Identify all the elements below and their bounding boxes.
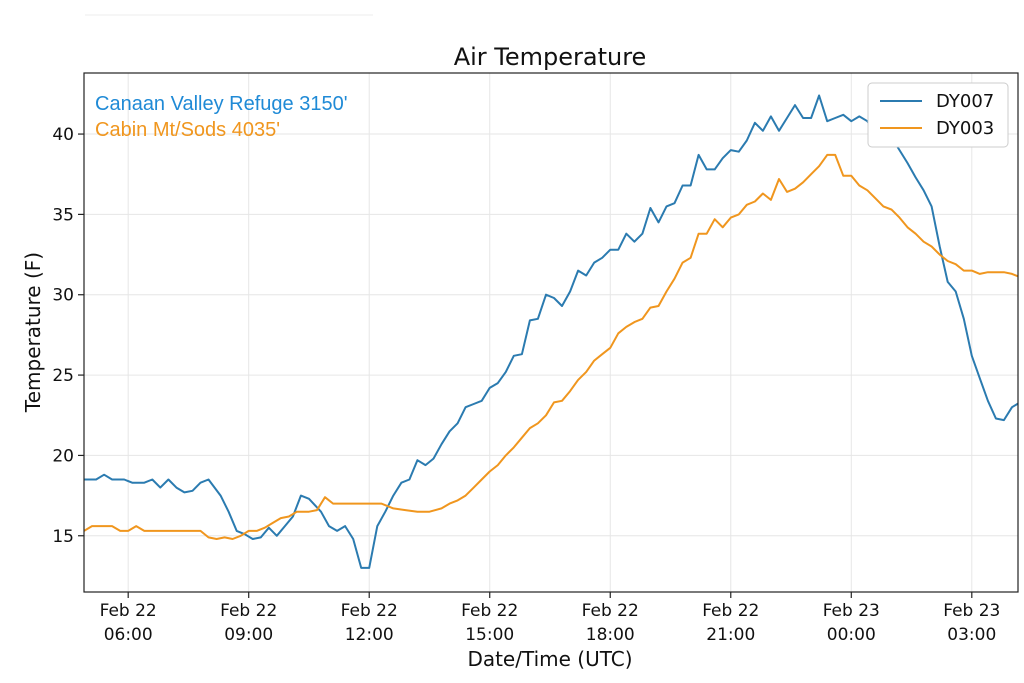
legend-label-dy007: DY007 <box>936 91 994 112</box>
x-tick-date-label: Feb 23 <box>943 601 1000 621</box>
y-tick-label: 35 <box>52 205 74 225</box>
series-layer <box>84 94 1018 569</box>
x-axis-title: Date/Time (UTC) <box>467 647 632 671</box>
series-line-dy007 <box>84 94 1018 569</box>
annotation-canaan-valley: Canaan Valley Refuge 3150' <box>95 93 348 115</box>
plot-frame <box>83 72 1019 593</box>
x-tick-date-label: Feb 22 <box>341 601 398 621</box>
x-tick-time-label: 03:00 <box>947 625 996 645</box>
legend: DY007 DY003 <box>867 82 1009 148</box>
y-tick-label: 30 <box>52 286 74 306</box>
annotation-cabin-mt-sods: Cabin Mt/Sods 4035' <box>95 119 280 141</box>
x-tick-date-label: Feb 22 <box>220 601 277 621</box>
chart-title: Air Temperature <box>454 43 647 71</box>
x-tick-time-label: 15:00 <box>465 625 514 645</box>
x-tick-date-label: Feb 22 <box>100 601 157 621</box>
series-line-dy003 <box>84 153 1018 540</box>
x-tick-time-label: 00:00 <box>827 625 876 645</box>
grid-lines <box>84 73 1018 592</box>
x-tick-date-label: Feb 23 <box>823 601 880 621</box>
y-axis-title: Temperature (F) <box>21 252 45 413</box>
x-tick-time-label: 12:00 <box>345 625 394 645</box>
y-tick-label: 15 <box>52 527 74 547</box>
x-tick-time-label: 06:00 <box>104 625 153 645</box>
x-tick-time-label: 09:00 <box>224 625 273 645</box>
x-axis: Feb 22 06:00 Feb 22 09:00 Feb 22 12:00 Feb 22 1… <box>100 592 1000 645</box>
x-tick-date-label: Feb 22 <box>702 601 759 621</box>
x-tick-time-label: 21:00 <box>706 625 755 645</box>
y-axis: 15 20 25 30 35 40 <box>52 125 84 547</box>
x-tick-date-label: Feb 22 <box>582 601 639 621</box>
y-tick-label: 25 <box>52 366 74 386</box>
legend-box <box>867 82 1009 148</box>
legend-label-dy003: DY003 <box>936 118 994 139</box>
y-tick-label: 20 <box>52 446 74 466</box>
x-tick-time-label: 18:00 <box>586 625 635 645</box>
x-tick-date-label: Feb 22 <box>461 601 518 621</box>
y-tick-label: 40 <box>52 125 74 145</box>
